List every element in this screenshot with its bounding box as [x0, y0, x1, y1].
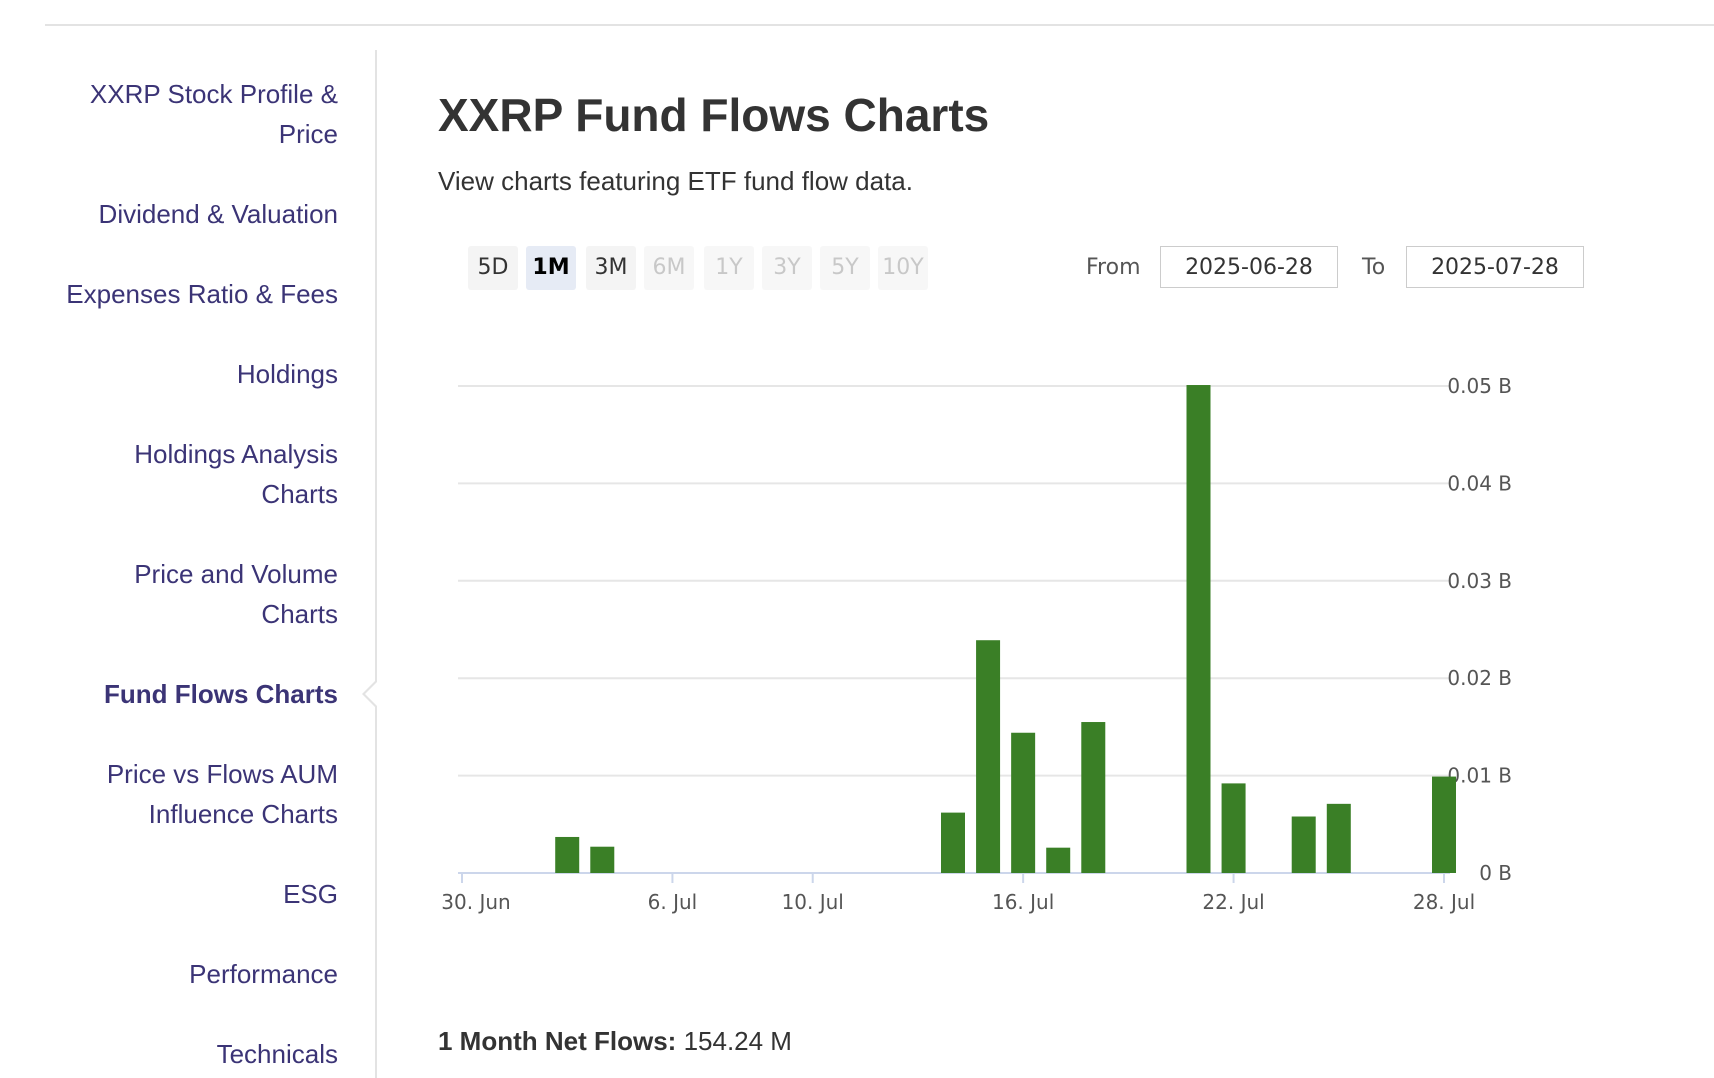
sidebar-item-label: Performance — [189, 959, 338, 989]
y-tick-label: 0.04 B — [1447, 471, 1512, 495]
main-content: XXRP Fund Flows Charts View charts featu… — [438, 0, 1714, 1078]
range-button-3y: 3Y — [762, 246, 812, 290]
flow-bar[interactable] — [1186, 385, 1211, 873]
range-button-6m: 6M — [644, 246, 694, 290]
range-button-5d[interactable]: 5D — [468, 246, 518, 290]
sidebar-item-performance[interactable]: Performance — [18, 954, 338, 994]
range-button-5y: 5Y — [820, 246, 870, 290]
sidebar-item-label: Price — [278, 119, 338, 149]
sidebar-item-dividend-valuation[interactable]: Dividend & Valuation — [18, 194, 338, 234]
sidebar-item-fund-flows-charts[interactable]: Fund Flows Charts — [18, 674, 338, 714]
sidebar-item-label: XXRP Stock Profile & — [89, 79, 338, 109]
x-tick-label: 30. Jun — [441, 890, 510, 914]
sidebar-item-technicals[interactable]: Technicals — [18, 1034, 338, 1074]
flow-bar[interactable] — [1011, 732, 1036, 873]
from-label: From — [1086, 255, 1141, 280]
flow-bar[interactable] — [555, 836, 580, 873]
page-subtitle: View charts featuring ETF fund flow data… — [438, 166, 913, 196]
active-indicator-caret — [362, 679, 378, 709]
sidebar-item-label: ESG — [283, 879, 338, 909]
x-tick-label: 6. Jul — [648, 890, 698, 914]
sidebar-item-expenses-ratio-fees[interactable]: Expenses Ratio & Fees — [18, 274, 338, 314]
sidebar-item-label: Expenses Ratio & Fees — [66, 279, 338, 309]
range-button-3m[interactable]: 3M — [586, 246, 636, 290]
from-date-input[interactable] — [1160, 246, 1338, 288]
flow-bar[interactable] — [1081, 722, 1106, 873]
y-tick-label: 0.05 B — [1447, 374, 1512, 398]
sidebar-item-label: Influence Charts — [148, 799, 338, 829]
sidebar-item-label: Price vs Flows AUM — [106, 759, 338, 789]
sidebar-item-price-vs-flows-aum-influence-charts[interactable]: Price vs Flows AUM Influence Charts — [18, 754, 338, 834]
flow-bar[interactable] — [941, 812, 965, 873]
x-tick-label: 10. Jul — [782, 890, 844, 914]
top-divider — [45, 24, 1714, 26]
flow-bar[interactable] — [976, 640, 1001, 873]
flow-bar[interactable] — [590, 846, 615, 873]
flow-bar[interactable] — [1291, 816, 1316, 873]
sidebar-item-label: Price and Volume — [134, 559, 338, 589]
flow-bar[interactable] — [1221, 783, 1246, 873]
to-date-input[interactable] — [1406, 246, 1584, 288]
sidebar-item-label: Holdings — [236, 359, 338, 389]
y-tick-label: 0 B — [1479, 861, 1512, 885]
y-tick-label: 0.02 B — [1447, 666, 1512, 690]
sidebar-item-holdings[interactable]: Holdings — [18, 354, 338, 394]
net-flows-value: 154.24 M — [683, 1026, 792, 1056]
sidebar-item-holdings-analysis-charts[interactable]: Holdings Analysis Charts — [18, 434, 338, 514]
sidebar-item-price-and-volume-charts[interactable]: Price and Volume Charts — [18, 554, 338, 634]
sidebar-item-label: Holdings Analysis — [134, 439, 338, 469]
x-tick-label: 22. Jul — [1202, 890, 1264, 914]
sidebar-item-label: Charts — [261, 599, 338, 629]
sidebar-nav: XXRP Stock Profile & Price Dividend & Valu… — [0, 50, 378, 1078]
sidebar-item-xxrp-stock-profile-price[interactable]: XXRP Stock Profile & Price — [18, 74, 338, 154]
y-tick-label: 0.03 B — [1447, 569, 1512, 593]
range-button-1m[interactable]: 1M — [526, 246, 576, 290]
sidebar-item-label: Technicals — [216, 1039, 338, 1069]
flow-bar[interactable] — [1326, 803, 1351, 873]
page-title: XXRP Fund Flows Charts — [438, 89, 990, 141]
x-tick-label: 16. Jul — [992, 890, 1054, 914]
range-button-1y: 1Y — [704, 246, 754, 290]
to-label: To — [1362, 255, 1386, 280]
sidebar-item-esg[interactable]: ESG — [18, 874, 338, 914]
net-flows-summary: 1 Month Net Flows: 154.24 M — [438, 1026, 792, 1057]
sidebar-item-label: Fund Flows Charts — [104, 679, 338, 709]
flow-bar[interactable] — [1432, 776, 1456, 873]
net-flows-label: 1 Month Net Flows: — [438, 1026, 677, 1056]
sidebar-item-label: Charts — [261, 479, 338, 509]
y-tick-label: 0.01 B — [1447, 764, 1512, 788]
sidebar-item-label: Dividend & Valuation — [98, 199, 338, 229]
x-tick-label: 28. Jul — [1413, 890, 1475, 914]
fund-flows-chart: 0 B 0.01 B 0.02 B 0.03 B 0.04 B 0.05 B 30. Jun… — [441, 374, 1512, 914]
range-button-10y: 10Y — [878, 246, 928, 290]
flow-bar[interactable] — [1046, 847, 1071, 873]
